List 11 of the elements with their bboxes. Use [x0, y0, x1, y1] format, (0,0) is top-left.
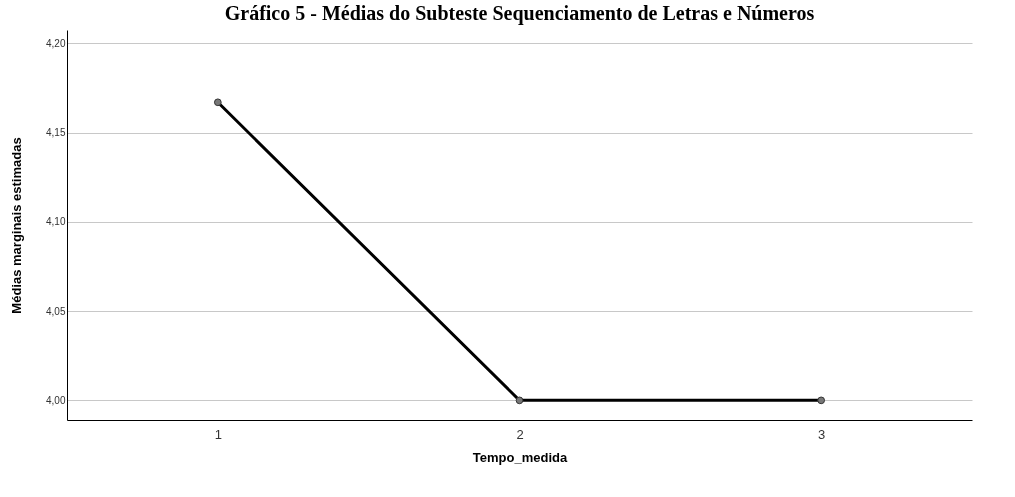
y-tick-label: 4,05: [46, 305, 66, 317]
x-axis-title: Tempo_medida: [472, 449, 568, 465]
chart-title: Gráfico 5 - Médias do Subteste Sequenciamento de Letras e Números: [224, 2, 815, 25]
y-tick-label: 4,10: [46, 216, 66, 228]
x-tick-label: 3: [818, 426, 826, 442]
x-tick-label: 1: [214, 426, 222, 442]
y-axis-title: Médias marginais estimadas: [9, 137, 25, 314]
y-tick-label: 4,15: [46, 127, 66, 139]
x-tick-label: 2: [516, 426, 524, 442]
y-tick-label: 4,00: [46, 394, 66, 406]
y-tick-label: 4,20: [46, 37, 66, 49]
